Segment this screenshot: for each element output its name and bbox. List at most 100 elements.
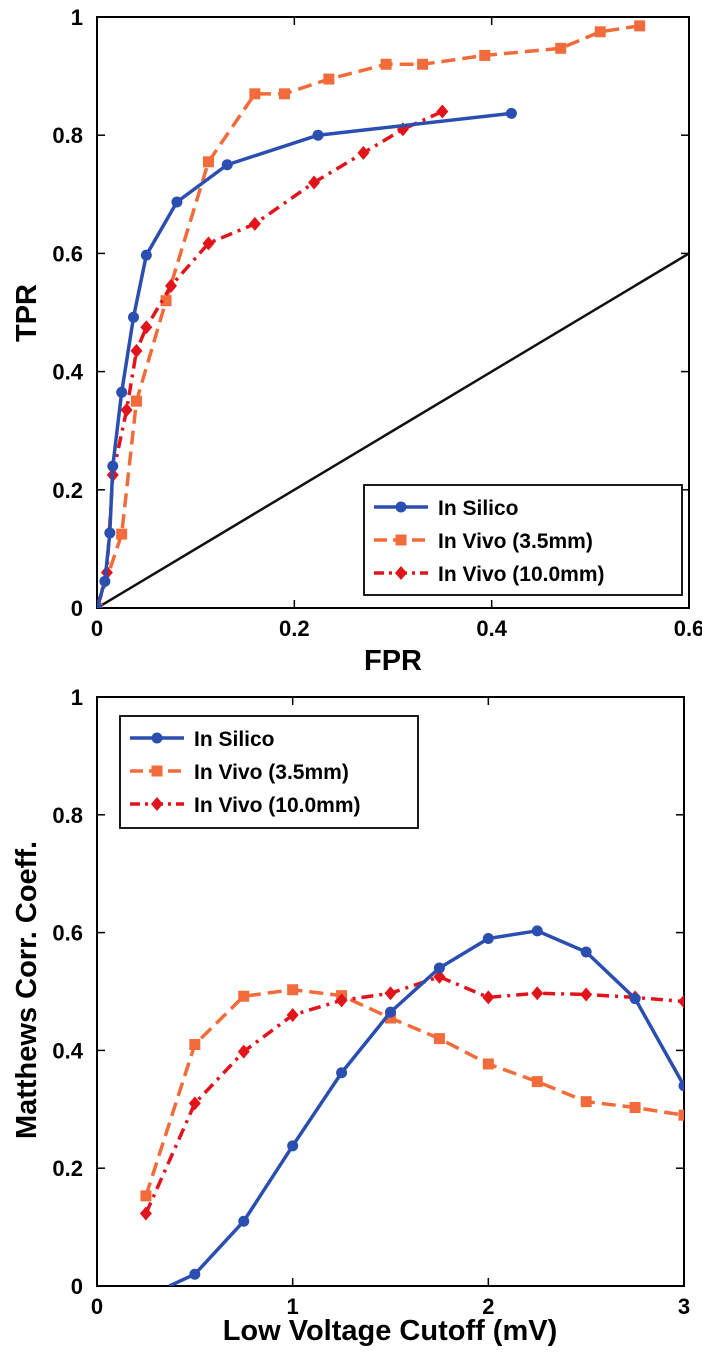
series-line-in_vivo_35: [144, 987, 684, 1197]
data-point-in_vivo_35: [417, 58, 429, 70]
data-point-in_vivo_100: [384, 986, 397, 1001]
legend-marker-in_vivo_35: [395, 534, 407, 546]
y-tick-label: 1: [71, 685, 83, 710]
data-point-in_silico: [221, 159, 233, 171]
y-tick-label: 0.6: [52, 921, 83, 946]
data-point-in_vivo_35: [385, 1012, 396, 1024]
data-point-in_vivo_100: [335, 993, 348, 1008]
data-point-in_vivo_35: [594, 26, 606, 38]
data-point-in_silico: [287, 1140, 299, 1152]
y-tick-label: 0.2: [52, 1156, 83, 1181]
data-point-in_silico: [312, 129, 324, 141]
data-point-in_vivo_100: [139, 1206, 152, 1221]
legend-marker-in_silico: [395, 501, 407, 513]
y-tick-label: 1: [71, 5, 83, 30]
data-point-in_vivo_100: [130, 343, 143, 358]
data-point-in_silico: [238, 1215, 250, 1227]
y-axis-label: TPR: [11, 284, 43, 342]
data-point-in_vivo_100: [436, 104, 449, 119]
data-point-in_vivo_35: [116, 528, 128, 540]
x-tick-label: 1: [287, 1294, 299, 1319]
data-point-in_vivo_100: [357, 145, 370, 160]
data-point-in_silico: [482, 932, 494, 944]
data-point-in_vivo_35: [380, 58, 392, 70]
data-point-in_vivo_35: [482, 1058, 494, 1070]
data-point-in_vivo_100: [678, 994, 684, 1009]
data-point-in_vivo_100: [165, 278, 177, 293]
x-axis-label: FPR: [364, 645, 422, 677]
data-point-in_vivo_100: [237, 1044, 250, 1059]
y-tick-label: 0.4: [52, 360, 83, 385]
data-point-in_silico: [107, 460, 119, 472]
data-point-in_silico: [99, 575, 111, 587]
data-point-in_silico: [171, 196, 183, 208]
x-tick-label: 2: [482, 1294, 494, 1319]
x-tick-label: 0.2: [279, 616, 310, 641]
data-point-in_vivo_100: [188, 1096, 201, 1111]
series-line-in_vivo_100: [144, 975, 684, 1215]
data-point-in_vivo_35: [323, 73, 335, 85]
data-point-in_vivo_100: [120, 403, 133, 418]
data-point-in_vivo_35: [160, 295, 172, 307]
data-point-in_silico: [505, 107, 517, 119]
legend-label: In Vivo (10.0mm): [438, 563, 605, 586]
data-point-in_silico: [580, 946, 592, 958]
y-tick-label: 0.6: [52, 241, 83, 266]
x-tick-label: 3: [678, 1294, 690, 1319]
data-point-in_silico: [116, 386, 128, 398]
y-tick-label: 0.4: [52, 1038, 83, 1063]
legend-label: In Vivo (3.5mm): [194, 761, 349, 784]
plot-frame: [96, 16, 690, 609]
data-point-in_silico: [97, 602, 103, 608]
legend-label: In Vivo (3.5mm): [438, 530, 593, 553]
data-point-in_vivo_35: [580, 1096, 592, 1108]
data-point-in_vivo_35: [130, 395, 142, 407]
data-point-in_silico: [531, 925, 543, 937]
data-point-in_vivo_35: [140, 1190, 152, 1202]
data-point-in_vivo_100: [248, 216, 261, 231]
y-tick-label: 0.8: [52, 123, 83, 148]
data-point-in_vivo_35: [531, 1076, 543, 1088]
data-point-in_vivo_100: [202, 236, 215, 251]
y-axis-label: Matthews Corr. Coeff.: [11, 841, 43, 1139]
data-point-in_vivo_35: [629, 1102, 641, 1114]
data-point-in_vivo_100: [286, 1008, 299, 1023]
y-tick-label: 0: [71, 596, 83, 621]
y-tick-label: 0.2: [52, 478, 83, 503]
series-line-in_silico: [168, 929, 684, 1286]
data-point-in_vivo_35: [555, 42, 567, 54]
data-point-in_vivo_35: [202, 156, 214, 168]
data-point-in_vivo_100: [140, 320, 153, 335]
data-point-in_vivo_100: [482, 990, 495, 1005]
y-tick-label: 0.8: [52, 803, 83, 828]
legend-label: In Silico: [438, 497, 519, 520]
data-point-in_silico: [336, 1067, 348, 1079]
data-point-in_silico: [128, 311, 140, 323]
data-point-in_vivo_35: [189, 1039, 201, 1051]
x-tick-label: 0.6: [674, 616, 702, 641]
x-axis-label: Low Voltage Cutoff (mV): [223, 1315, 558, 1347]
data-point-in_vivo_35: [433, 1033, 445, 1045]
roc-chart: 0 0.2 0.4 0.6 0 0.2 0.4 0.6 0.8 1 FPR TPR In Silico I…: [11, 5, 702, 677]
data-point-in_vivo_35: [678, 1109, 684, 1121]
data-point-in_silico: [104, 527, 116, 539]
legend-marker-in_vivo_35: [151, 765, 163, 777]
data-point-in_vivo_35: [634, 20, 646, 32]
x-tick-label: 0: [91, 1294, 103, 1319]
y-tick-label: 0: [71, 1274, 83, 1299]
legend-label: In Vivo (10.0mm): [194, 794, 361, 817]
data-point-in_silico: [189, 1268, 201, 1280]
chance-diagonal-line: [97, 252, 689, 608]
data-point-in_vivo_35: [238, 990, 250, 1002]
data-point-in_silico: [629, 993, 641, 1005]
series-line-in_vivo_35: [97, 24, 640, 608]
data-point-in_vivo_100: [580, 987, 593, 1002]
legend-marker-in_silico: [151, 732, 163, 744]
data-point-in_silico: [433, 962, 445, 974]
x-tick-label: 0: [91, 616, 103, 641]
data-point-in_vivo_100: [308, 175, 321, 190]
legend-marker-in_vivo_100: [395, 566, 407, 580]
data-point-in_vivo_100: [433, 969, 446, 984]
